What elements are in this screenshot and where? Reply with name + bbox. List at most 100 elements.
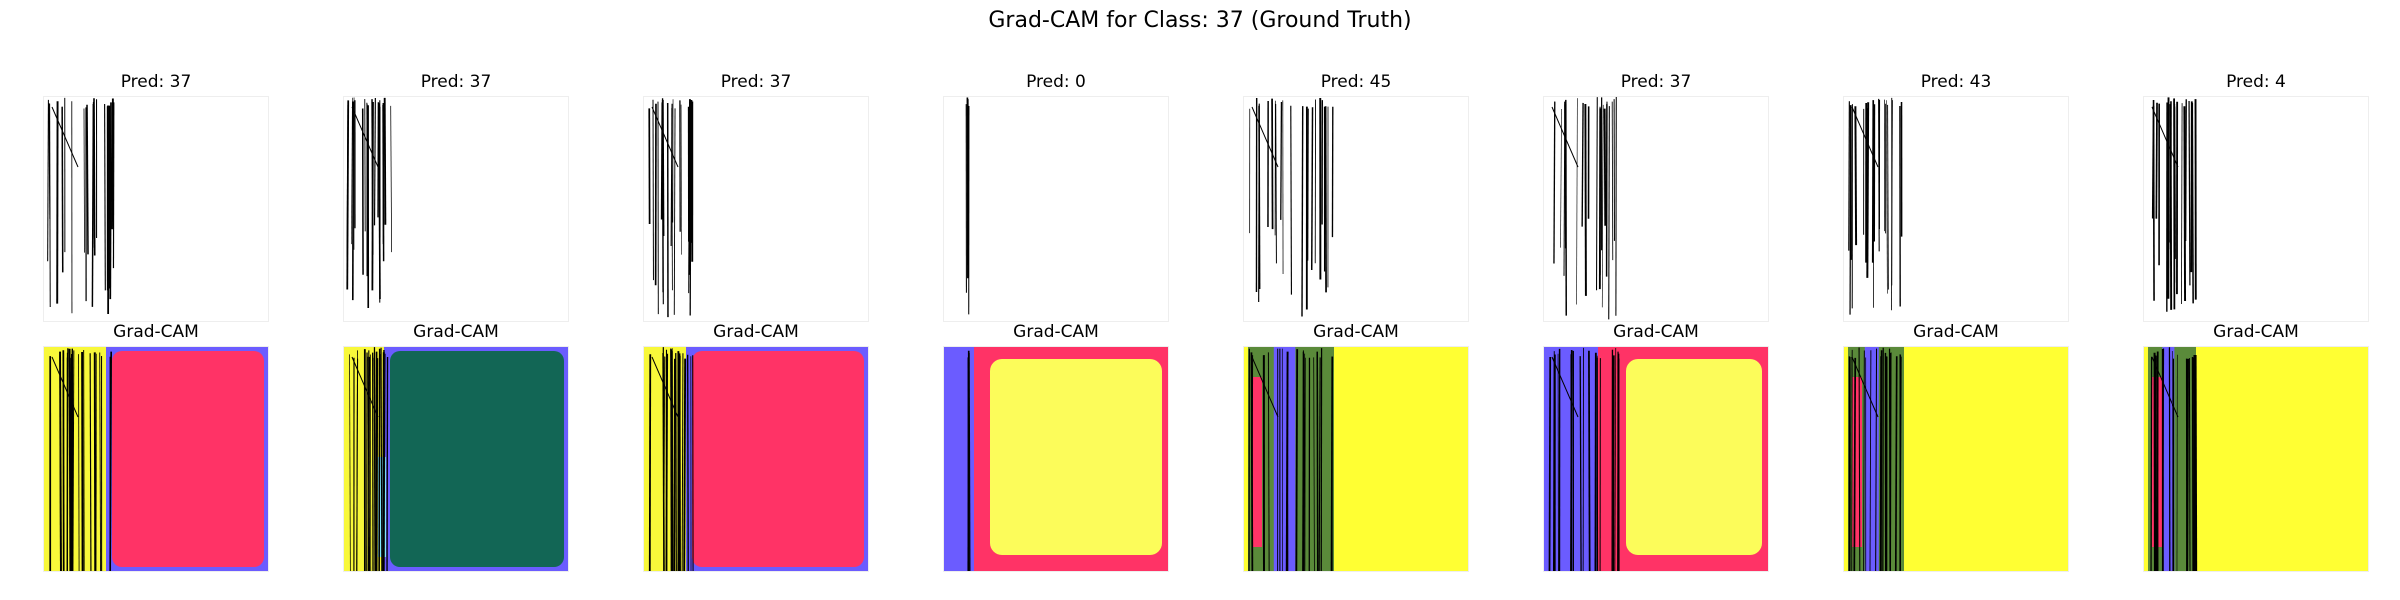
stroke-line [59, 354, 62, 571]
stroke-line [1581, 102, 1584, 227]
gradcam-title: Grad-CAM [943, 322, 1169, 342]
stroke-line [2169, 101, 2172, 243]
stroke-line [2156, 358, 2159, 571]
stroke-line [683, 358, 687, 571]
stroke-line [1871, 100, 1875, 263]
stroke-line [351, 97, 353, 245]
stroke-line [2151, 356, 2179, 418]
stroke-line [373, 347, 377, 571]
stroke-line [1849, 357, 1852, 571]
input-image [1249, 98, 1334, 317]
input-image [1551, 97, 1617, 320]
gradcam-panel [1243, 346, 1469, 572]
stroke-line [1614, 348, 1617, 571]
input-image-panel [343, 96, 569, 322]
stroke-line [69, 357, 73, 571]
stroke-line [671, 107, 673, 291]
input-image [1848, 97, 1903, 315]
stroke-line [1267, 352, 1270, 571]
stroke-line [349, 354, 351, 571]
gradcam-heatmap [1544, 347, 1768, 571]
stroke-line [1551, 106, 1579, 168]
stroke-line [673, 358, 676, 571]
stroke-line [390, 105, 392, 253]
stroke-line [367, 356, 371, 571]
cam-left-band [1273, 347, 1296, 571]
stroke-line [86, 104, 89, 255]
stroke-line [1275, 104, 1277, 264]
stroke-line [51, 106, 79, 168]
stroke-line [1563, 104, 1566, 276]
stroke-line [1579, 356, 1582, 571]
stroke-line [1251, 106, 1279, 168]
stroke-line [371, 99, 374, 255]
stroke-line [1330, 356, 1334, 571]
stroke-line [1285, 351, 1289, 571]
gradcam-panel [943, 346, 1169, 572]
stroke-line [111, 98, 114, 230]
pred-title: Pred: 37 [120, 72, 192, 92]
stroke-line [1303, 353, 1306, 571]
gradcam-panel [1543, 346, 1769, 572]
input-image-panel [643, 96, 869, 322]
cam-hot-region [1626, 359, 1762, 555]
stroke-line [104, 104, 106, 291]
stroke-line [2162, 348, 2165, 571]
gradcam-panel [43, 346, 269, 572]
stroke-line [688, 99, 691, 275]
stroke-line [99, 352, 102, 571]
stroke-line [690, 99, 693, 243]
stroke-line [1601, 104, 1604, 308]
gradcam-title: Grad-CAM [1613, 322, 1699, 342]
pred-title: Pred: 43 [1920, 72, 1992, 92]
stroke-line [109, 102, 112, 300]
gradcam-panel [2143, 346, 2369, 572]
stroke-line [351, 101, 355, 301]
stroke-line [1560, 108, 1562, 248]
gradcam-heatmap [44, 347, 268, 571]
stroke-line [89, 353, 92, 571]
stroke-line [1551, 356, 1579, 418]
stroke-line [1608, 106, 1610, 320]
stroke-line [1863, 350, 1865, 571]
input-image-panel [1543, 96, 1769, 322]
stroke-line [380, 347, 383, 571]
gradcam-panel [343, 346, 569, 572]
stroke-line [675, 353, 677, 571]
stroke-line [1584, 103, 1587, 296]
stroke-line [661, 99, 665, 237]
stroke-line [677, 351, 680, 571]
pred-title: Pred: 37 [420, 72, 492, 92]
stroke-line [2152, 99, 2155, 301]
stroke-line [1251, 356, 1279, 418]
stroke-line [1875, 348, 1878, 571]
stroke-line [78, 354, 80, 571]
stroke-line [1553, 101, 1556, 264]
stroke-line [2188, 100, 2191, 286]
stroke-line [356, 358, 359, 571]
gradcam-heatmap [1244, 347, 1468, 571]
gradcam-title: Grad-CAM [1843, 322, 2069, 342]
stroke-line [1290, 105, 1293, 295]
stroke-line [47, 99, 49, 262]
stroke-line [83, 108, 85, 253]
input-image [47, 97, 115, 315]
stroke-line [72, 350, 75, 571]
stroke-line [1869, 350, 1872, 571]
stroke-line [346, 105, 349, 258]
stroke-line [2181, 103, 2183, 305]
cam-left-band [1852, 377, 1862, 547]
stroke-line [678, 353, 681, 571]
stroke-line [49, 103, 51, 308]
input-image [2151, 97, 2197, 312]
stroke-line [91, 104, 95, 307]
stroke-line [1548, 356, 1552, 571]
cam-hot-region [112, 351, 264, 567]
stroke-line [1310, 107, 1314, 271]
stroke-line [2151, 106, 2179, 168]
stroke-line [378, 354, 381, 571]
stroke-line [1258, 105, 1261, 290]
stroke-line [2188, 358, 2191, 571]
stroke-line [1886, 100, 1888, 294]
input-image [346, 97, 392, 309]
